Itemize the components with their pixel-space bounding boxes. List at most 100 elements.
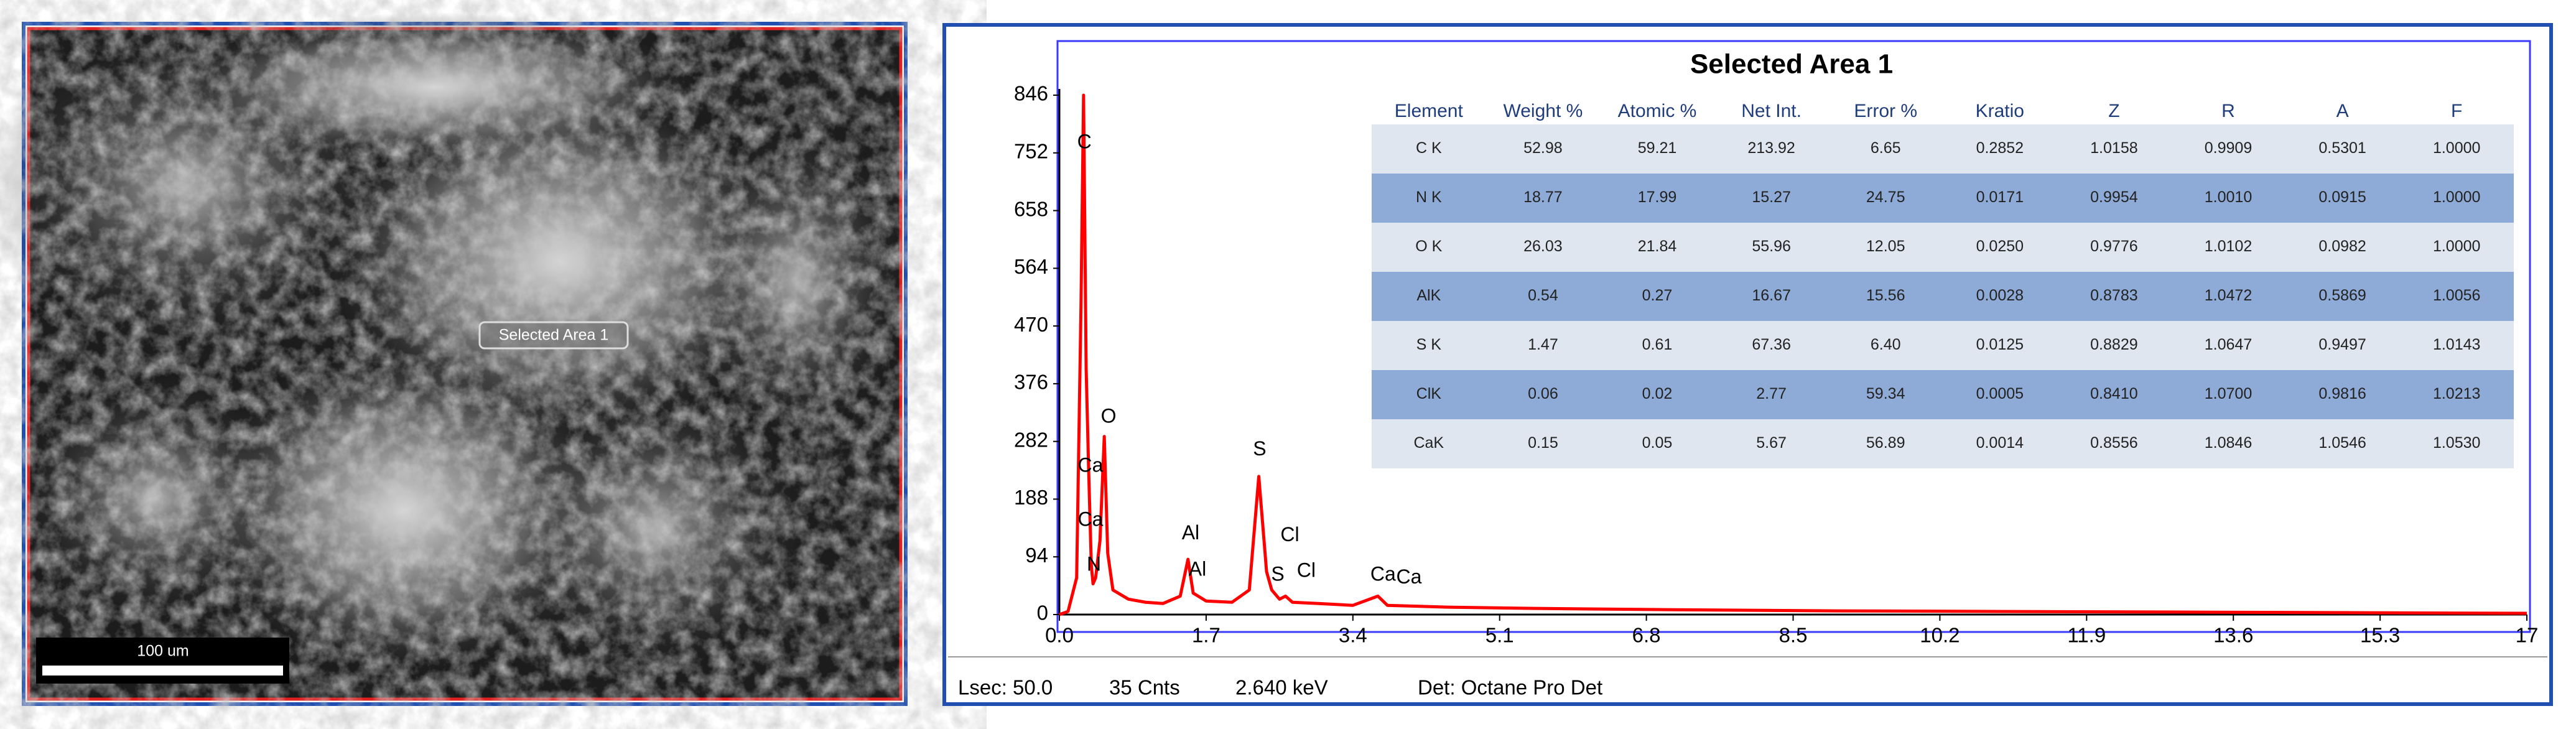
table-cell: 1.0213 xyxy=(2433,385,2480,402)
table-cell: 0.9497 xyxy=(2318,336,2366,353)
table-cell: 0.61 xyxy=(1642,336,1673,353)
table-cell: 12.05 xyxy=(1866,238,1905,255)
table-row xyxy=(1372,223,2514,272)
table-cell: 18.77 xyxy=(1523,188,1563,206)
y-tick-label: 846 xyxy=(1014,82,1048,105)
results-table: Element Weight % Atomic % Net Int. Error % Kr… xyxy=(1372,101,2514,468)
table-cell: 15.56 xyxy=(1866,287,1905,304)
table-header: Z xyxy=(2108,101,2119,121)
x-tick-label: 5.1 xyxy=(1486,624,1514,647)
table-header: Weight % xyxy=(1503,101,1583,121)
table-cell: 1.0010 xyxy=(2205,188,2252,206)
table-cell: 0.9816 xyxy=(2318,385,2366,402)
table-row xyxy=(1372,272,2514,321)
table-cell: 1.0143 xyxy=(2433,336,2480,353)
table-cell: 21.84 xyxy=(1638,238,1677,255)
peak-label: Ca xyxy=(1370,562,1396,585)
table-cell: 0.15 xyxy=(1528,434,1558,452)
peak-label: S xyxy=(1271,562,1284,585)
x-tick-label: 17 xyxy=(2516,624,2539,647)
y-tick-label: 0 xyxy=(1037,601,1048,625)
y-tick-label: 564 xyxy=(1014,255,1048,278)
table-cell: 0.9909 xyxy=(2205,139,2252,157)
table-cell: 5.67 xyxy=(1756,434,1787,452)
table-cell: 15.27 xyxy=(1752,188,1791,206)
table-header: A xyxy=(2337,101,2349,121)
table-cell: 0.27 xyxy=(1642,287,1673,304)
table-cell: 1.0000 xyxy=(2433,139,2480,157)
y-tick-label: 376 xyxy=(1014,371,1048,394)
table-cell: 0.9776 xyxy=(2090,238,2137,255)
table-cell: 0.8783 xyxy=(2090,287,2137,304)
table-header: Atomic % xyxy=(1618,101,1697,121)
status-detector: Det: Octane Pro Det xyxy=(1418,676,1602,699)
table-cell: 0.0982 xyxy=(2318,238,2366,255)
table-cell: 213.92 xyxy=(1747,139,1795,157)
table-cell: CaK xyxy=(1413,434,1444,452)
scale-bar xyxy=(42,666,283,676)
table-row xyxy=(1372,321,2514,370)
table-cell: 1.0472 xyxy=(2205,287,2252,304)
peak-label: Cl xyxy=(1297,559,1316,581)
table-cell: 2.77 xyxy=(1756,385,1787,402)
status-lsec: Lsec: 50.0 xyxy=(958,676,1053,699)
table-cell: 0.5869 xyxy=(2318,287,2366,304)
x-tick-label: 15.3 xyxy=(2360,624,2400,647)
table-cell: 0.0915 xyxy=(2318,188,2366,206)
y-tick-label: 282 xyxy=(1014,428,1048,451)
table-cell: 56.89 xyxy=(1866,434,1905,452)
table-cell: 0.8829 xyxy=(2090,336,2137,353)
table-cell: 59.34 xyxy=(1866,385,1905,402)
table-cell: ClK xyxy=(1416,385,1442,402)
x-tick-label: 1.7 xyxy=(1192,624,1221,647)
y-tick-label: 94 xyxy=(1025,544,1048,567)
selection-label: Selected Area 1 xyxy=(499,327,609,344)
table-cell: 59.21 xyxy=(1638,139,1677,157)
table-cell: 67.36 xyxy=(1752,336,1791,353)
table-cell: 0.05 xyxy=(1642,434,1673,452)
table-row xyxy=(1372,174,2514,223)
table-cell: 52.98 xyxy=(1523,139,1563,157)
table-header: Net Int. xyxy=(1741,101,1802,121)
table-cell: 1.0647 xyxy=(2205,336,2252,353)
scale-bar-label: 100 um xyxy=(137,643,188,660)
table-cell: 0.0028 xyxy=(1976,287,2024,304)
table-cell: 6.40 xyxy=(1871,336,1901,353)
x-tick-label: 6.8 xyxy=(1632,624,1661,647)
peak-label: O xyxy=(1101,405,1117,427)
peak-label: N xyxy=(1087,552,1101,575)
y-tick-label: 752 xyxy=(1014,139,1048,162)
table-cell: 0.02 xyxy=(1642,385,1673,402)
peak-label: Al xyxy=(1182,521,1199,544)
table-cell: 0.5301 xyxy=(2318,139,2366,157)
scale-bar-box xyxy=(36,638,289,684)
table-cell: 1.0530 xyxy=(2433,434,2480,452)
peak-label: Ca xyxy=(1397,565,1422,588)
table-cell: 6.65 xyxy=(1871,139,1901,157)
x-tick-label: 10.2 xyxy=(1920,624,1960,647)
sem-texture xyxy=(0,12,908,698)
plot-area: 0 94 188 282 376 470 564 658 752 846 0.0 1.7 3.4 5.1 6… xyxy=(1014,82,2538,647)
sem-panel: Selected Area 1 100 um xyxy=(0,12,908,706)
table-cell: 0.0250 xyxy=(1976,238,2024,255)
table-cell: 1.0102 xyxy=(2205,238,2252,255)
peak-label: S xyxy=(1253,437,1266,460)
table-cell: 0.8410 xyxy=(2090,385,2137,402)
x-tick-label: 0.0 xyxy=(1045,624,1074,647)
table-cell: 0.0125 xyxy=(1976,336,2024,353)
x-tick-label: 3.4 xyxy=(1339,624,1367,647)
table-cell: 1.0000 xyxy=(2433,238,2480,255)
peak-label: C xyxy=(1077,130,1092,152)
spectrum-line xyxy=(1059,93,2527,616)
y-tick-label: 470 xyxy=(1014,313,1048,336)
table-cell: AlK xyxy=(1416,287,1441,304)
peak-label: Al xyxy=(1189,557,1206,580)
peak-label: Ca xyxy=(1078,508,1104,530)
table-header: Element xyxy=(1395,101,1464,121)
table-cell: 24.75 xyxy=(1866,188,1905,206)
status-energy: 2.640 keV xyxy=(1235,676,1328,699)
table-cell: 0.0005 xyxy=(1976,385,2024,402)
table-cell: 0.2852 xyxy=(1976,139,2024,157)
x-tick-label: 13.6 xyxy=(2213,624,2253,647)
